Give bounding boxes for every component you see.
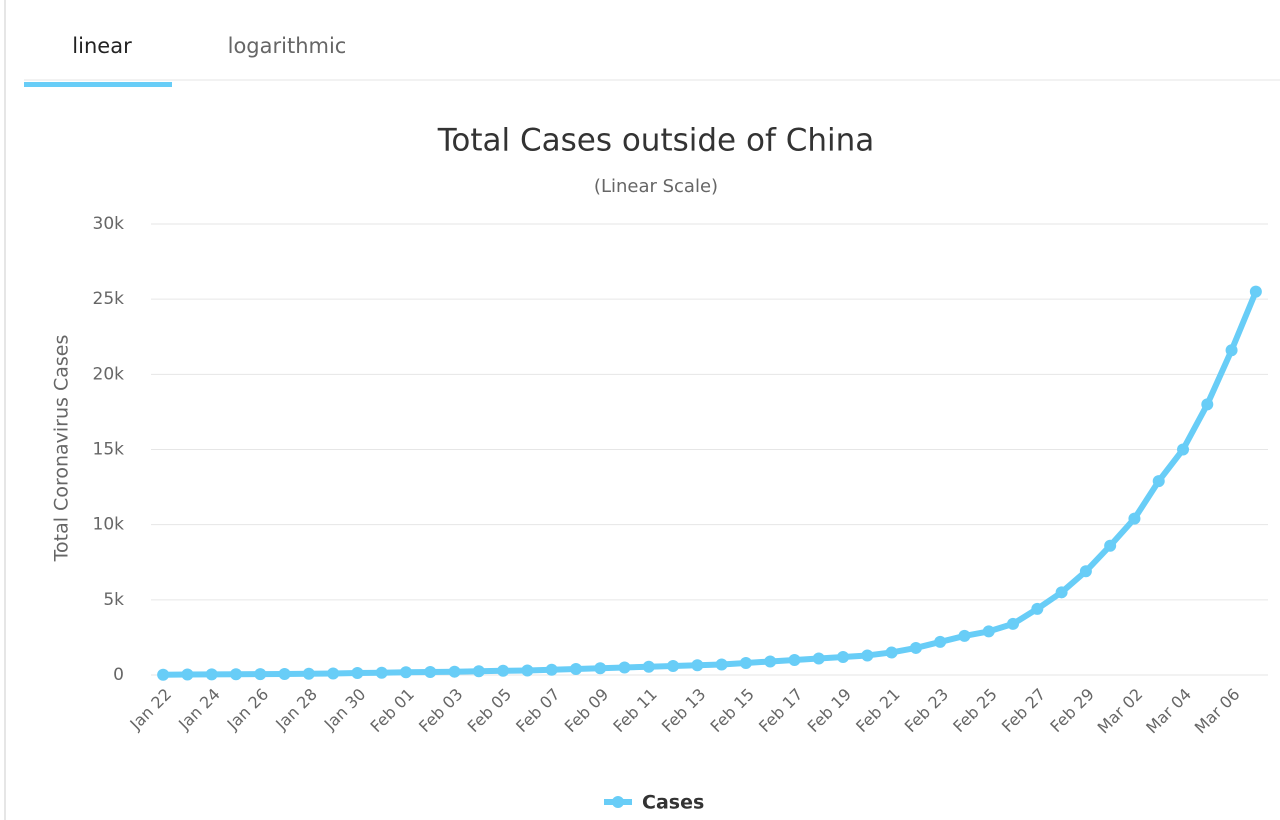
y-tick-label: 15k <box>93 440 125 460</box>
data-point <box>545 663 558 676</box>
data-point <box>1007 617 1020 630</box>
x-tick-label: Feb 27 <box>998 685 1049 736</box>
data-point <box>764 655 777 668</box>
data-point <box>667 659 680 672</box>
data-point <box>812 652 825 665</box>
x-tick-label: Feb 21 <box>852 685 903 736</box>
x-tick-label: Feb 15 <box>706 685 757 736</box>
data-point <box>205 668 218 681</box>
data-point <box>399 666 412 679</box>
y-tick-label: 10k <box>93 515 125 535</box>
data-point <box>1104 539 1117 552</box>
data-point <box>1225 344 1238 357</box>
y-tick-label: 20k <box>93 364 125 384</box>
x-tick-label: Feb 19 <box>804 685 855 736</box>
data-point <box>642 660 655 673</box>
data-point <box>472 665 485 678</box>
x-tick-label: Jan 30 <box>320 685 370 735</box>
x-tick-label: Feb 09 <box>561 685 612 736</box>
x-tick-label: Feb 23 <box>901 685 952 736</box>
data-point <box>448 665 461 678</box>
x-tick-label: Feb 11 <box>609 685 660 736</box>
data-point <box>1128 512 1141 525</box>
data-point <box>181 668 194 681</box>
y-tick-label: 0 <box>113 665 124 685</box>
data-point <box>157 668 170 681</box>
x-tick-label: Feb 01 <box>367 685 418 736</box>
tab-logarithmic[interactable]: logarithmic <box>228 34 347 58</box>
tab-linear[interactable]: linear <box>72 34 132 58</box>
x-tick-label: Feb 07 <box>512 685 563 736</box>
data-point <box>497 664 510 677</box>
data-point <box>278 667 291 680</box>
x-tick-label: Mar 04 <box>1142 685 1195 738</box>
data-point <box>302 667 315 680</box>
x-tick-label: Feb 29 <box>1046 685 1097 736</box>
y-tick-label: 25k <box>93 289 125 309</box>
data-point <box>958 629 971 642</box>
data-point <box>788 653 801 666</box>
data-point <box>1079 565 1092 578</box>
data-point <box>618 661 631 674</box>
data-point <box>861 649 874 662</box>
data-point <box>739 656 752 669</box>
y-tick-label: 30k <box>93 214 125 234</box>
data-point <box>982 625 995 638</box>
chart-title: Total Cases outside of China <box>437 123 875 159</box>
x-tick-label: Feb 17 <box>755 685 806 736</box>
data-point <box>691 659 704 672</box>
x-tick-label: Jan 28 <box>271 685 321 735</box>
data-point <box>1152 475 1165 488</box>
legend-symbol <box>612 796 624 808</box>
data-point <box>521 664 534 677</box>
data-point <box>327 667 340 680</box>
data-point <box>1177 443 1190 456</box>
data-point <box>254 668 267 681</box>
x-tick-label: Mar 02 <box>1094 685 1147 738</box>
y-axis-title: Total Coronavirus Cases <box>51 335 73 563</box>
data-point <box>351 667 364 680</box>
x-tick-label: Feb 25 <box>949 685 1000 736</box>
series-line <box>163 290 1259 678</box>
data-point <box>885 646 898 659</box>
x-tick-label: Feb 13 <box>658 685 709 736</box>
data-point <box>1031 602 1044 615</box>
data-point <box>1249 285 1262 298</box>
data-point <box>909 641 922 654</box>
chart-subtitle: (Linear Scale) <box>594 176 718 197</box>
data-point <box>1201 398 1214 411</box>
x-tick-label: Jan 26 <box>223 685 273 735</box>
x-tick-label: Feb 03 <box>415 685 466 736</box>
data-point <box>837 650 850 663</box>
data-point <box>229 668 242 681</box>
data-point <box>569 662 582 675</box>
data-point <box>934 635 947 648</box>
data-point <box>375 666 388 679</box>
data-point <box>715 658 728 671</box>
x-tick-label: Mar 06 <box>1191 685 1244 738</box>
x-tick-label: Jan 22 <box>126 685 176 735</box>
data-point <box>594 662 607 675</box>
x-tick-label: Feb 05 <box>464 685 515 736</box>
legend-label: Cases <box>642 792 704 814</box>
y-tick-label: 5k <box>103 590 124 610</box>
data-point <box>1055 586 1068 599</box>
x-tick-label: Jan 24 <box>174 685 224 735</box>
active-tab-underline <box>24 82 172 87</box>
data-point <box>424 665 437 678</box>
